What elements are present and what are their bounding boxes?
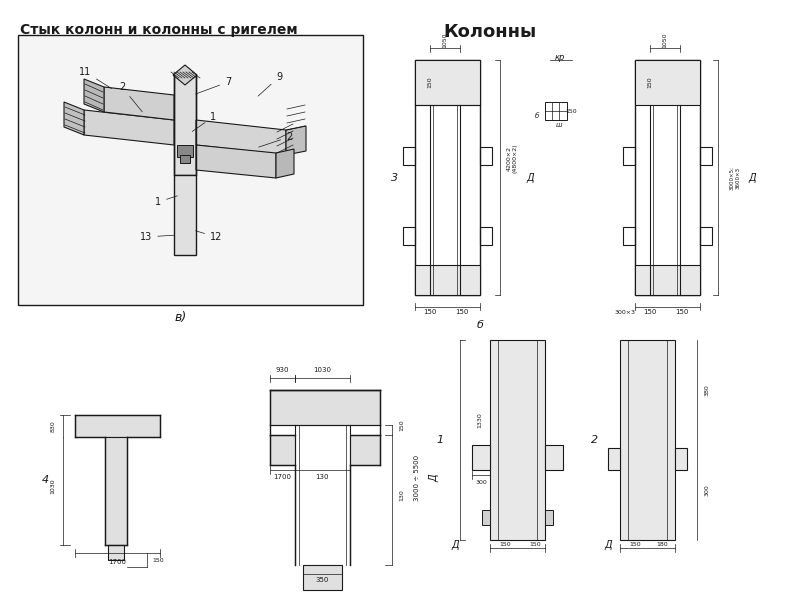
Text: Стык колонн и колонны с ригелем: Стык колонн и колонны с ригелем [20,23,298,37]
Polygon shape [482,510,490,525]
Text: Д: Д [526,173,534,183]
Text: 300: 300 [475,480,487,484]
Text: 1700: 1700 [273,474,291,480]
Polygon shape [415,60,480,105]
Text: 3000×5;
3600×3: 3000×5; 3600×3 [730,166,740,190]
Polygon shape [270,435,295,465]
Text: б: б [535,113,539,119]
Polygon shape [174,175,196,255]
Polygon shape [196,145,276,178]
Text: 13: 13 [140,232,174,242]
Text: 4200×2
(4800×2): 4200×2 (4800×2) [507,143,518,173]
Text: 150: 150 [565,108,576,114]
Text: 1: 1 [437,435,444,445]
Text: 11: 11 [79,67,112,89]
Polygon shape [303,565,342,590]
Text: Д: Д [429,474,439,482]
Polygon shape [545,510,553,525]
Text: 180: 180 [656,543,668,547]
Text: Д: Д [451,540,459,550]
Text: 1: 1 [192,112,216,131]
Text: 930: 930 [276,367,289,373]
Text: 150: 150 [427,76,433,88]
Text: 4: 4 [41,475,48,485]
Polygon shape [180,155,190,163]
Polygon shape [635,60,700,105]
Text: 350: 350 [315,577,329,583]
Polygon shape [415,265,480,295]
Text: Д: Д [748,173,756,183]
Text: 3: 3 [391,173,399,183]
Text: 150: 150 [399,419,404,431]
Polygon shape [276,149,294,178]
Polygon shape [675,448,687,470]
Polygon shape [18,35,363,305]
Polygon shape [64,102,84,135]
Text: 830: 830 [51,420,56,432]
Polygon shape [104,87,174,120]
Text: 150: 150 [629,543,641,547]
Text: 380: 380 [704,384,710,396]
Polygon shape [350,435,380,465]
Polygon shape [286,126,306,155]
Text: 150: 150 [529,543,541,547]
Text: 2: 2 [119,82,142,112]
Polygon shape [108,545,124,560]
Polygon shape [196,120,286,155]
Polygon shape [177,145,193,157]
Text: 1700: 1700 [108,559,126,565]
Text: кр: кр [555,52,565,61]
Text: 130: 130 [315,474,329,480]
Text: 150: 150 [643,309,657,315]
Text: 1050: 1050 [442,32,448,48]
Text: 300: 300 [704,484,710,496]
Text: 3000 ÷ 5500: 3000 ÷ 5500 [414,455,420,501]
Polygon shape [174,75,196,175]
Polygon shape [472,445,490,470]
Polygon shape [608,448,620,470]
Text: 150: 150 [676,309,688,315]
Polygon shape [635,265,700,295]
Text: 1050: 1050 [662,32,668,48]
Polygon shape [84,79,104,112]
Polygon shape [620,340,675,540]
Text: 1030: 1030 [51,478,56,494]
Text: 1: 1 [155,196,177,207]
Text: 2: 2 [592,435,599,445]
Text: 9: 9 [258,72,282,96]
Polygon shape [270,390,380,425]
Text: в): в) [175,311,187,324]
Text: 150: 150 [152,558,164,562]
Text: Д: Д [604,540,612,550]
Text: 150: 150 [455,309,468,315]
Text: 1030: 1030 [313,367,331,373]
Text: 12: 12 [195,231,222,242]
Polygon shape [84,110,174,145]
Text: Колонны: Колонны [443,23,537,41]
Polygon shape [75,415,160,437]
Polygon shape [490,340,545,540]
Text: 130: 130 [399,489,404,501]
Text: ш: ш [556,122,562,128]
Text: 150: 150 [647,76,653,88]
Text: б: б [476,320,484,330]
Text: 2: 2 [259,132,292,147]
Text: 300×3: 300×3 [615,309,635,315]
Polygon shape [173,65,197,85]
Text: 150: 150 [499,543,511,547]
Text: 150: 150 [423,309,437,315]
Text: 7: 7 [195,77,231,94]
Polygon shape [105,437,127,545]
Polygon shape [545,445,563,470]
Text: 1330: 1330 [477,412,483,428]
